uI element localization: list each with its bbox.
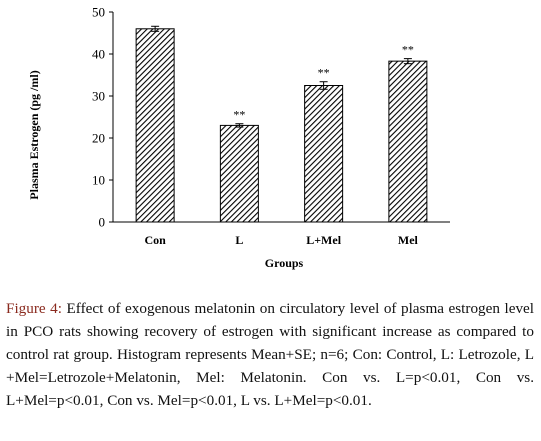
x-tick-label: L+Mel — [306, 233, 341, 247]
y-tick-label: 20 — [92, 131, 105, 146]
figure-caption: Figure 4: Effect of exogenous melatonin … — [6, 297, 534, 412]
chart-svg: Plasma Estrogen (pg /ml) Groups 0 10 20 30 4… — [27, 5, 450, 270]
bar-chart-figure: Plasma Estrogen (pg /ml) Groups 0 10 20 30 4… — [27, 5, 450, 270]
significance-marker: ** — [318, 66, 330, 80]
y-axis-label: Plasma Estrogen (pg /ml) — [27, 70, 41, 199]
y-tick-label: 50 — [92, 5, 105, 20]
bar-con — [135, 28, 175, 223]
y-tick-label: 10 — [92, 173, 105, 188]
x-tick-label: L — [235, 233, 243, 247]
y-tick-label: 40 — [92, 47, 105, 62]
x-tick-label: Con — [144, 233, 166, 247]
caption-text: Effect of exogenous melatonin on circula… — [6, 300, 535, 409]
bar-mel — [388, 60, 428, 223]
bar-l-mel — [304, 85, 344, 223]
y-tick-label: 30 — [92, 89, 105, 104]
bar-l — [219, 124, 259, 223]
caption-figure-label: Figure 4: — [6, 300, 62, 317]
x-tick-label: Mel — [398, 233, 419, 247]
significance-marker: ** — [402, 43, 414, 57]
x-axis-label: Groups — [265, 256, 304, 270]
y-tick-label: 0 — [99, 215, 106, 230]
significance-marker: ** — [233, 108, 245, 122]
